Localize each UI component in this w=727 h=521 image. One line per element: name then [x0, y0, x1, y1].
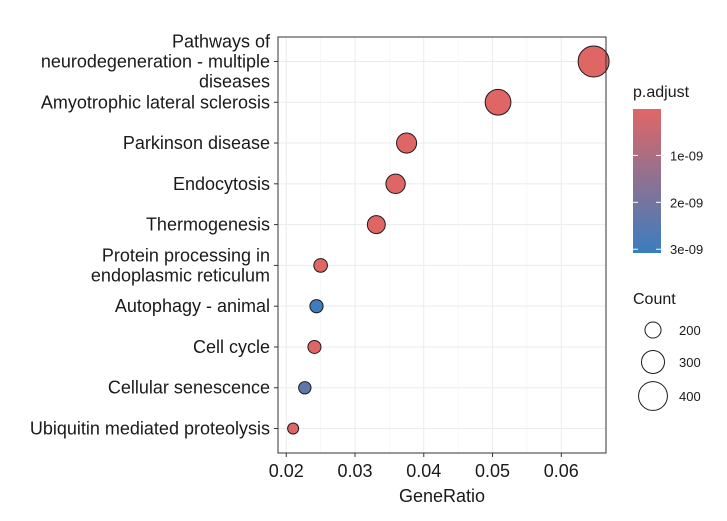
- category-label: Cell cycle: [193, 337, 270, 357]
- data-point: [385, 173, 406, 195]
- color-legend-tick-label: 2e-09: [670, 195, 703, 210]
- grid-layer: [278, 37, 606, 453]
- category-label: Cellular senescence: [108, 378, 270, 398]
- x-tick-label: 0.05: [475, 461, 510, 481]
- category-label-line: Autophagy - animal: [115, 296, 270, 316]
- color-legend-ticks: 1e-09 2e-09 3e-09: [633, 148, 703, 257]
- data-point: [287, 422, 300, 435]
- color-legend-tick-label: 3e-09: [670, 242, 703, 257]
- color-legend-title: p.adjust: [633, 84, 690, 101]
- category-label-line: Endocytosis: [173, 174, 270, 194]
- size-legend: Count 200 300 400: [633, 291, 701, 411]
- size-legend-label: 200: [679, 323, 701, 338]
- color-legend-bar: [633, 109, 661, 253]
- data-point: [307, 339, 322, 354]
- x-tick-label: 0.06: [544, 461, 579, 481]
- category-label: Autophagy - animal: [115, 296, 270, 316]
- x-tick-label: 0.03: [337, 461, 372, 481]
- color-legend: p.adjust 1e-09 2e-09 3e-09: [633, 84, 703, 257]
- data-point: [577, 45, 610, 78]
- data-point: [396, 132, 418, 154]
- data-point: [309, 299, 324, 314]
- category-label-line: Pathways of: [172, 31, 271, 51]
- plot-panel-border: [277, 36, 607, 454]
- size-legend-title: Count: [633, 291, 676, 308]
- category-label-line: neurodegeneration - multiple: [41, 51, 270, 71]
- data-point: [484, 88, 512, 116]
- x-tick-label: 0.04: [406, 461, 441, 481]
- category-label: Pathways of neurodegeneration - multiple d…: [41, 31, 271, 91]
- color-legend-tick-label: 1e-09: [670, 148, 703, 163]
- data-point: [313, 258, 328, 273]
- data-point: [298, 381, 312, 395]
- category-label-line: Protein processing in: [102, 245, 270, 265]
- category-label: Protein processing in endoplasmic reticul…: [91, 245, 270, 285]
- axis-layer: 0.02 0.03 0.04 0.05 0.06 Pathways of neurodege…: [30, 31, 579, 481]
- size-legend-circle: [644, 321, 662, 339]
- data-point: [366, 215, 386, 235]
- category-label-line: Parkinson disease: [123, 133, 270, 153]
- category-label: Amyotrophic lateral sclerosis: [41, 92, 270, 112]
- category-label: Ubiquitin mediated proteolysis: [30, 419, 270, 439]
- point-layer: [287, 45, 610, 435]
- size-legend-circle: [638, 381, 668, 411]
- size-legend-label: 400: [679, 389, 701, 404]
- category-label-line: diseases: [199, 71, 270, 91]
- category-label: Parkinson disease: [123, 133, 270, 153]
- category-label-line: Cellular senescence: [108, 378, 270, 398]
- category-label-line: endoplasmic reticulum: [91, 265, 270, 285]
- category-label-line: Thermogenesis: [146, 215, 270, 235]
- size-legend-label: 300: [679, 355, 701, 370]
- category-label: Thermogenesis: [146, 215, 270, 235]
- x-axis-title: GeneRatio: [399, 486, 485, 506]
- x-tick-label: 0.02: [269, 461, 304, 481]
- category-label: Endocytosis: [173, 174, 270, 194]
- size-legend-circle: [640, 349, 666, 375]
- category-label-line: Ubiquitin mediated proteolysis: [30, 419, 270, 439]
- category-label-line: Cell cycle: [193, 337, 270, 357]
- category-label-line: Amyotrophic lateral sclerosis: [41, 92, 270, 112]
- size-legend-items: 200 300 400: [638, 321, 701, 411]
